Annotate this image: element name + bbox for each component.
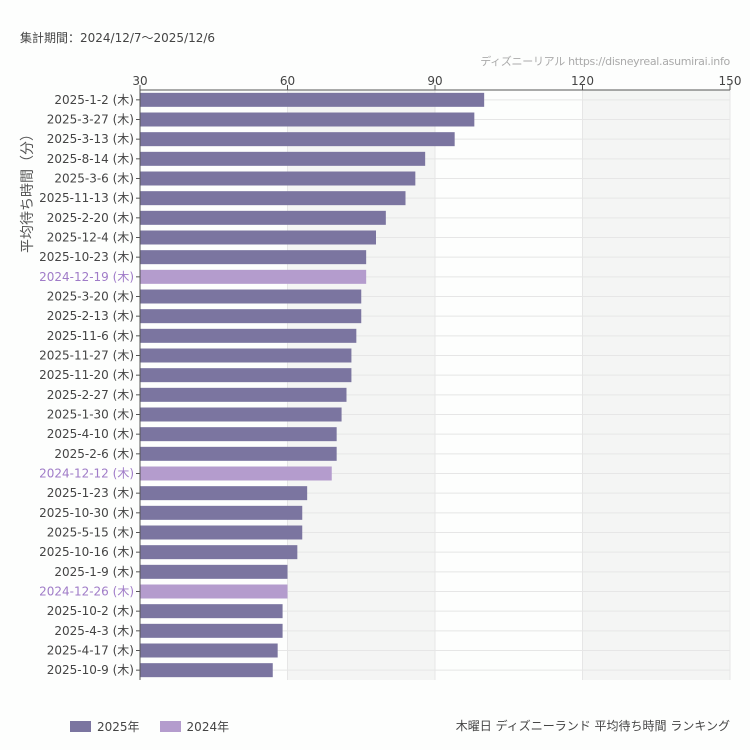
y-tick-label: 2025-3-20 (木) [47,290,134,304]
bar [140,250,367,265]
y-tick-label: 2025-10-23 (木) [39,250,134,264]
chart-title: 木曜日 ディズニーランド 平均待ち時間 ランキング [455,719,730,733]
legend-swatch-2024 [159,721,181,732]
y-tick-label: 2025-1-2 (木) [54,93,134,107]
bar [140,545,298,560]
legend-label-2024: 2024年 [186,720,230,734]
grid-band [582,90,730,680]
y-tick-label: 2025-10-30 (木) [39,506,134,520]
grid-band [287,90,435,680]
x-tick-label: 150 [719,74,742,88]
bar [140,348,352,363]
legend-swatch-2025 [70,721,91,732]
bar [140,132,455,147]
bar [140,328,357,343]
y-tick-label: 2024-12-19 (木) [39,270,134,284]
y-tick-label: 2025-10-16 (木) [39,545,134,559]
bar [140,643,278,658]
y-tick-label: 2025-11-13 (木) [39,191,134,205]
bar [140,466,332,481]
x-tick-label: 30 [132,74,147,88]
y-tick-label: 2025-4-3 (木) [54,624,134,638]
y-tick-label: 2025-11-27 (木) [39,349,134,363]
bar [140,663,273,678]
y-tick-label: 2025-3-6 (木) [54,172,134,186]
bar [140,368,352,383]
y-tick-label: 2025-10-2 (木) [47,604,134,618]
y-tick-label: 2025-3-27 (木) [47,113,134,127]
legend-label-2025: 2025年 [97,720,140,734]
legend-item-2025[interactable]: 2025年 [70,718,140,735]
bar [140,309,362,324]
y-tick-label: 2025-3-13 (木) [47,132,134,146]
y-tick-label: 2025-4-17 (木) [47,644,134,658]
y-tick-label: 2025-2-27 (木) [47,388,134,402]
bar [140,191,406,206]
bar [140,446,337,461]
y-tick-label: 2025-8-14 (木) [47,152,134,166]
bar [140,604,283,619]
legend: 2025年 2024年 [70,718,229,735]
y-axis-label: 平均待ち時間（分） [20,127,36,253]
x-tick-label: 60 [280,74,295,88]
bar [140,564,288,579]
y-tick-label: 2024-12-26 (木) [39,585,134,599]
x-tick-label: 120 [571,74,594,88]
y-tick-label: 2025-1-9 (木) [54,565,134,579]
y-tick-label: 2025-11-20 (木) [39,368,134,382]
site-credit: ディズニーリアル https://disneyreal.asumirai.inf… [480,55,730,68]
bar [140,505,303,520]
bar [140,486,308,501]
y-tick-label: 2025-11-6 (木) [47,329,134,343]
y-tick-label: 2025-2-13 (木) [47,309,134,323]
bar [140,623,283,638]
y-tick-label: 2025-2-6 (木) [54,447,134,461]
bar [140,427,337,442]
y-tick-label: 2024-12-12 (木) [39,467,134,481]
bar [140,407,342,422]
y-tick-label: 2025-2-20 (木) [47,211,134,225]
bar [140,171,416,186]
y-tick-label: 2025-5-15 (木) [47,526,134,540]
bar [140,92,485,107]
y-tick-label: 2025-1-23 (木) [47,486,134,500]
bar [140,230,376,245]
legend-item-2024[interactable]: 2024年 [159,718,230,735]
bar [140,151,426,166]
y-tick-label: 2025-4-10 (木) [47,427,134,441]
bar [140,210,386,225]
bar [140,584,288,599]
x-tick-label: 90 [427,74,442,88]
bar [140,269,367,284]
y-tick-label: 2025-1-30 (木) [47,408,134,422]
y-tick-label: 2025-12-4 (木) [47,231,134,245]
bar [140,289,362,304]
y-tick-label: 2025-10-9 (木) [47,663,134,677]
bar [140,387,347,402]
bar [140,112,475,127]
bar [140,525,303,540]
period-text: 集計期間：2024/12/7〜2025/12/6 [20,31,216,45]
